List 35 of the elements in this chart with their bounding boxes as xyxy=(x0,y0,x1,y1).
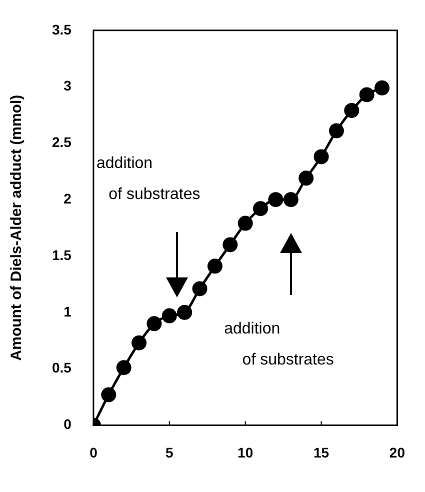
x-tick-label: 20 xyxy=(389,444,406,460)
point xyxy=(101,387,116,402)
point xyxy=(146,316,162,332)
point xyxy=(328,123,344,138)
annotation: addition of substrates xyxy=(224,320,334,369)
point xyxy=(374,80,390,96)
y-tick-label: 3.5 xyxy=(52,21,72,38)
point xyxy=(359,87,374,102)
point xyxy=(238,216,253,231)
y-tick-label: 1.5 xyxy=(52,246,72,263)
y-tick-label: 0.5 xyxy=(52,360,72,376)
x-tick-label: 5 xyxy=(166,444,174,460)
point xyxy=(116,360,132,376)
x-tick-label: 10 xyxy=(238,444,254,460)
x-tick-label: 15 xyxy=(313,444,330,460)
x-tick-label: 0 xyxy=(90,444,98,460)
y-tick-label: 2 xyxy=(64,190,72,206)
y-axis-title: Amount of Diels-Alder adduct (mmol) xyxy=(8,94,26,361)
point xyxy=(177,304,192,320)
y-tick-label: 0 xyxy=(64,416,72,432)
y-tick-label: 2.5 xyxy=(52,134,72,150)
point xyxy=(283,192,298,208)
y-tick-label: 1 xyxy=(64,303,72,320)
point xyxy=(162,308,177,324)
annotation: addition of substrates xyxy=(96,154,200,203)
point xyxy=(207,258,222,274)
point xyxy=(192,281,208,296)
y-tick-label: 3 xyxy=(64,78,72,94)
point xyxy=(344,102,360,118)
point xyxy=(314,149,329,164)
point xyxy=(132,335,147,350)
point xyxy=(268,192,284,208)
point xyxy=(222,237,238,252)
point xyxy=(253,201,268,216)
point xyxy=(298,170,314,186)
